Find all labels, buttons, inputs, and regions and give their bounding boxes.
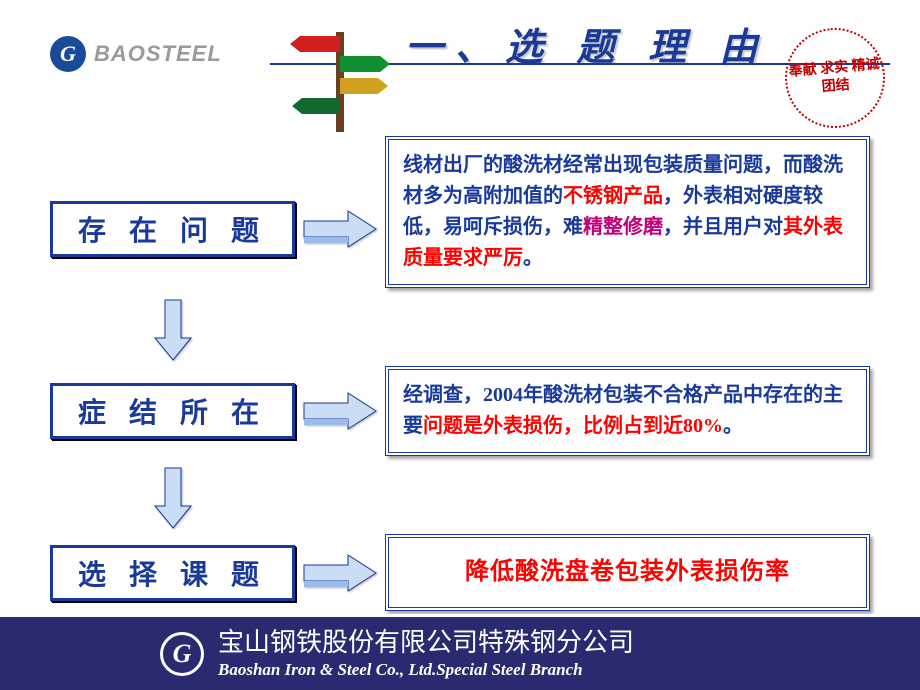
right-box-problem: 线材出厂的酸洗材经常出现包装质量问题，而酸洗材多为高附加值的不锈钢产品，外表相对… [385,136,870,288]
right-box-cause: 经调查，2004年酸洗材包装不合格产品中存在的主要问题是外表损伤，比例占到近80… [385,366,870,456]
arrow-right-icon [295,209,385,249]
seal-text: 奉献 求实 精诚 团结 [786,56,885,101]
topic-text: 降低酸洗盘卷包装外表损伤率 [465,554,790,591]
flow-row-1: 存 在 问 题 线材出厂的酸洗材经常出现包装质量问题，而酸洗材多为高附加值的不锈… [50,170,870,288]
seal-stamp: 奉献 求实 精诚 团结 [781,24,889,132]
footer-company-en: Baoshan Iron & Steel Co., Ltd.Special St… [218,659,634,680]
flow-row-3: 选 择 课 题 降低酸洗盘卷包装外表损伤率 [50,534,870,611]
footer-text: 宝山钢铁股份有限公司特殊钢分公司 Baoshan Iron & Steel Co… [218,627,634,681]
signpost-icon [290,26,390,136]
header: G BAOSTEEL 一、选 题 理 由 奉献 求实 精诚 团结 [0,8,920,78]
footer: G 宝山钢铁股份有限公司特殊钢分公司 Baoshan Iron & Steel … [0,614,920,690]
footer-company-cn: 宝山钢铁股份有限公司特殊钢分公司 [218,627,634,660]
flow-row-2: 症 结 所 在 经调查，2004年酸洗材包装不合格产品中存在的主要问题是外表损伤… [50,366,870,456]
arrow-right-icon [295,553,385,593]
flowchart: 存 在 问 题 线材出厂的酸洗材经常出现包装质量问题，而酸洗材多为高附加值的不锈… [50,170,870,619]
arrow-down-icon [50,296,295,366]
arrow-right-icon [295,391,385,431]
logo-text: BAOSTEEL [94,41,222,67]
left-box-cause: 症 结 所 在 [50,383,295,439]
baosteel-logo: G BAOSTEEL [50,36,222,72]
left-box-problem: 存 在 问 题 [50,201,295,257]
left-box-topic: 选 择 课 题 [50,545,295,601]
arrow-down-icon [50,464,295,534]
footer-logo-icon: G [160,632,204,676]
logo-icon: G [50,36,86,72]
right-box-topic: 降低酸洗盘卷包装外表损伤率 [385,534,870,611]
